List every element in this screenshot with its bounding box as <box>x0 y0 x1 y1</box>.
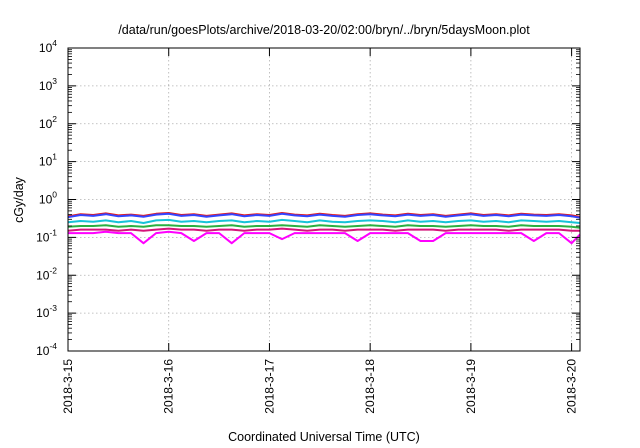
series-line-4 <box>67 224 581 229</box>
y-tick-label: 10-4 <box>36 341 57 358</box>
x-tick-label: 2018-3-16 <box>162 359 176 414</box>
y-tick-label: 10-2 <box>36 265 57 282</box>
grid <box>68 48 580 351</box>
x-tick-labels: 2018-3-15 2018-3-16 2018-3-17 2018-3-18 2018… <box>61 359 579 414</box>
y-tick-label: 100 <box>39 190 57 207</box>
chart-title: /data/run/goesPlots/archive/2018-03-20/0… <box>118 23 530 37</box>
series-line-5 <box>67 227 580 232</box>
x-tick-label: 2018-3-20 <box>565 359 579 414</box>
x-tick-label: 2018-3-18 <box>363 359 377 414</box>
x-tick-label: 2018-3-15 <box>61 359 75 414</box>
x-tick-label: 2018-3-19 <box>464 359 478 414</box>
x-tick-label: 2018-3-17 <box>262 359 276 414</box>
series-line-3 <box>67 218 581 224</box>
y-tick-label: 10-3 <box>36 303 57 320</box>
series-layer <box>67 212 581 245</box>
y-tick-label: 102 <box>39 114 57 131</box>
y-tick-label: 10-1 <box>36 227 57 244</box>
y-tick-label: 104 <box>39 38 57 55</box>
y-axis-label: cGy/day <box>12 176 26 223</box>
series-line-2 <box>67 212 581 219</box>
x-axis-label: Coordinated Universal Time (UTC) <box>228 430 420 444</box>
y-tick-label: 101 <box>39 152 57 169</box>
y-tick-label: 103 <box>39 76 57 93</box>
series-line-6 <box>68 230 581 245</box>
y-tick-labels: 10-4 10-3 10-2 10-1 100 101 102 103 104 <box>36 38 57 358</box>
plot-frame <box>67 47 581 352</box>
